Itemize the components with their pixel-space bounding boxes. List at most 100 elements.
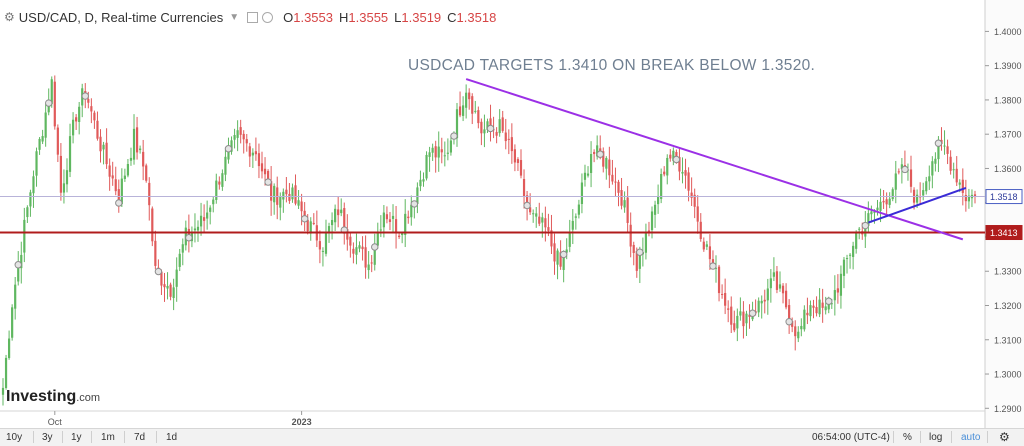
y-tick-label: 1.3700 (994, 130, 1022, 140)
candle-body (440, 149, 443, 153)
range-3y[interactable]: 3y (42, 432, 53, 443)
candle-body (416, 187, 419, 204)
candle-body (425, 154, 428, 179)
chart-header: ⚙ USD/CAD, D, Real-time Currencies ▼ O 1.… (4, 6, 496, 28)
candle-body (196, 226, 200, 231)
candle-body (401, 233, 404, 236)
candle-body (952, 169, 955, 171)
candle-body (937, 143, 940, 160)
candle-body (821, 302, 824, 308)
candle-body (178, 253, 181, 267)
candle-body (135, 127, 139, 153)
range-1m[interactable]: 1m (101, 432, 115, 443)
event-marker-icon (596, 150, 604, 158)
candle-body (132, 128, 136, 160)
candle-body (324, 232, 328, 254)
candle-body (794, 326, 797, 337)
candle-body (251, 152, 254, 156)
uptrend-trendline (868, 187, 967, 224)
candle-body (285, 189, 288, 195)
candle-body (477, 110, 480, 124)
price-chart[interactable]: 1.2900 1.3000 1.3100 1.3200 1.3300 1.3600 1.37… (0, 0, 1024, 428)
candle-body (797, 331, 800, 339)
candle-body (65, 170, 69, 185)
candle-body (684, 170, 687, 176)
candle-body (47, 103, 50, 113)
y-tick-label: 1.3000 (994, 370, 1022, 380)
candle-body (867, 213, 870, 226)
candle-body (714, 267, 718, 269)
candle-body (532, 213, 535, 215)
candle-body (90, 106, 93, 112)
percent-toggle[interactable]: % (903, 432, 912, 443)
event-marker-icon (709, 262, 717, 270)
candle-body (708, 246, 712, 260)
candle-body (120, 178, 123, 205)
candle-body (836, 288, 839, 293)
candle-body (233, 135, 236, 140)
range-toolbar: 10y 3y 1y 1m 7d 1d 06:54:00 (UTC-4) % lo… (0, 428, 1024, 446)
log-toggle[interactable]: log (929, 432, 943, 443)
candle-body (300, 201, 303, 212)
candle-body (495, 131, 498, 136)
candle-body (148, 182, 151, 206)
candle-body (288, 193, 291, 201)
range-1d[interactable]: 1d (166, 432, 178, 443)
event-marker-icon (81, 92, 89, 100)
candle-body (398, 235, 401, 238)
symbol-title[interactable]: USD/CAD, D, Real-time Currencies (18, 9, 224, 25)
candle-body (394, 219, 398, 234)
y-tick-label: 1.3600 (994, 164, 1022, 174)
candle-body (705, 244, 708, 247)
candle-body (303, 210, 306, 219)
clock-readout: 06:54:00 (UTC-4) (812, 432, 890, 443)
candle-body (922, 190, 925, 196)
candle-body (605, 157, 608, 169)
candle-body (279, 197, 282, 208)
chevron-down-icon[interactable]: ▼ (229, 11, 240, 23)
auto-toggle[interactable]: auto (961, 432, 981, 443)
toggle-circle-icon[interactable] (262, 11, 274, 23)
range-7d[interactable]: 7d (134, 432, 146, 443)
candle-body (900, 164, 903, 170)
candle-body (519, 160, 523, 176)
range-10y[interactable]: 10y (6, 432, 23, 443)
range-1y[interactable]: 1y (71, 432, 82, 443)
toolbar-divider (920, 431, 921, 443)
candle-body (586, 173, 590, 176)
low-label: L (394, 9, 402, 25)
candle-body (468, 92, 471, 100)
candle-body (93, 112, 96, 121)
candle-body (571, 220, 574, 230)
event-marker-icon (224, 145, 233, 153)
gear-icon[interactable]: ⚙ (999, 430, 1010, 444)
candle-body (964, 194, 967, 202)
candle-body (553, 243, 556, 262)
candle-body (431, 147, 434, 153)
candle-body (434, 146, 437, 158)
candle-body (206, 212, 209, 219)
candle-body (842, 259, 846, 276)
candle-body (742, 311, 745, 327)
candle-body (203, 217, 206, 221)
candle-body (666, 157, 669, 176)
candle-body (50, 79, 53, 105)
candle-body (142, 151, 145, 167)
chart-settings-icon[interactable]: ⚙ (4, 10, 15, 24)
candle-body (510, 137, 513, 152)
candle-body (23, 219, 26, 253)
candle-body (812, 305, 815, 308)
candle-body (928, 176, 931, 182)
support-price-label: 1.3413 (990, 228, 1018, 238)
candle-body (678, 157, 681, 172)
candle-body (720, 293, 724, 295)
candle-body (334, 208, 337, 223)
candle-body (367, 264, 370, 271)
toggle-box-icon[interactable] (247, 11, 259, 23)
event-marker-icon (264, 178, 272, 186)
candle-body (535, 213, 538, 217)
candle-body (778, 284, 782, 289)
candle-body (772, 272, 775, 277)
candle-body (105, 142, 108, 165)
